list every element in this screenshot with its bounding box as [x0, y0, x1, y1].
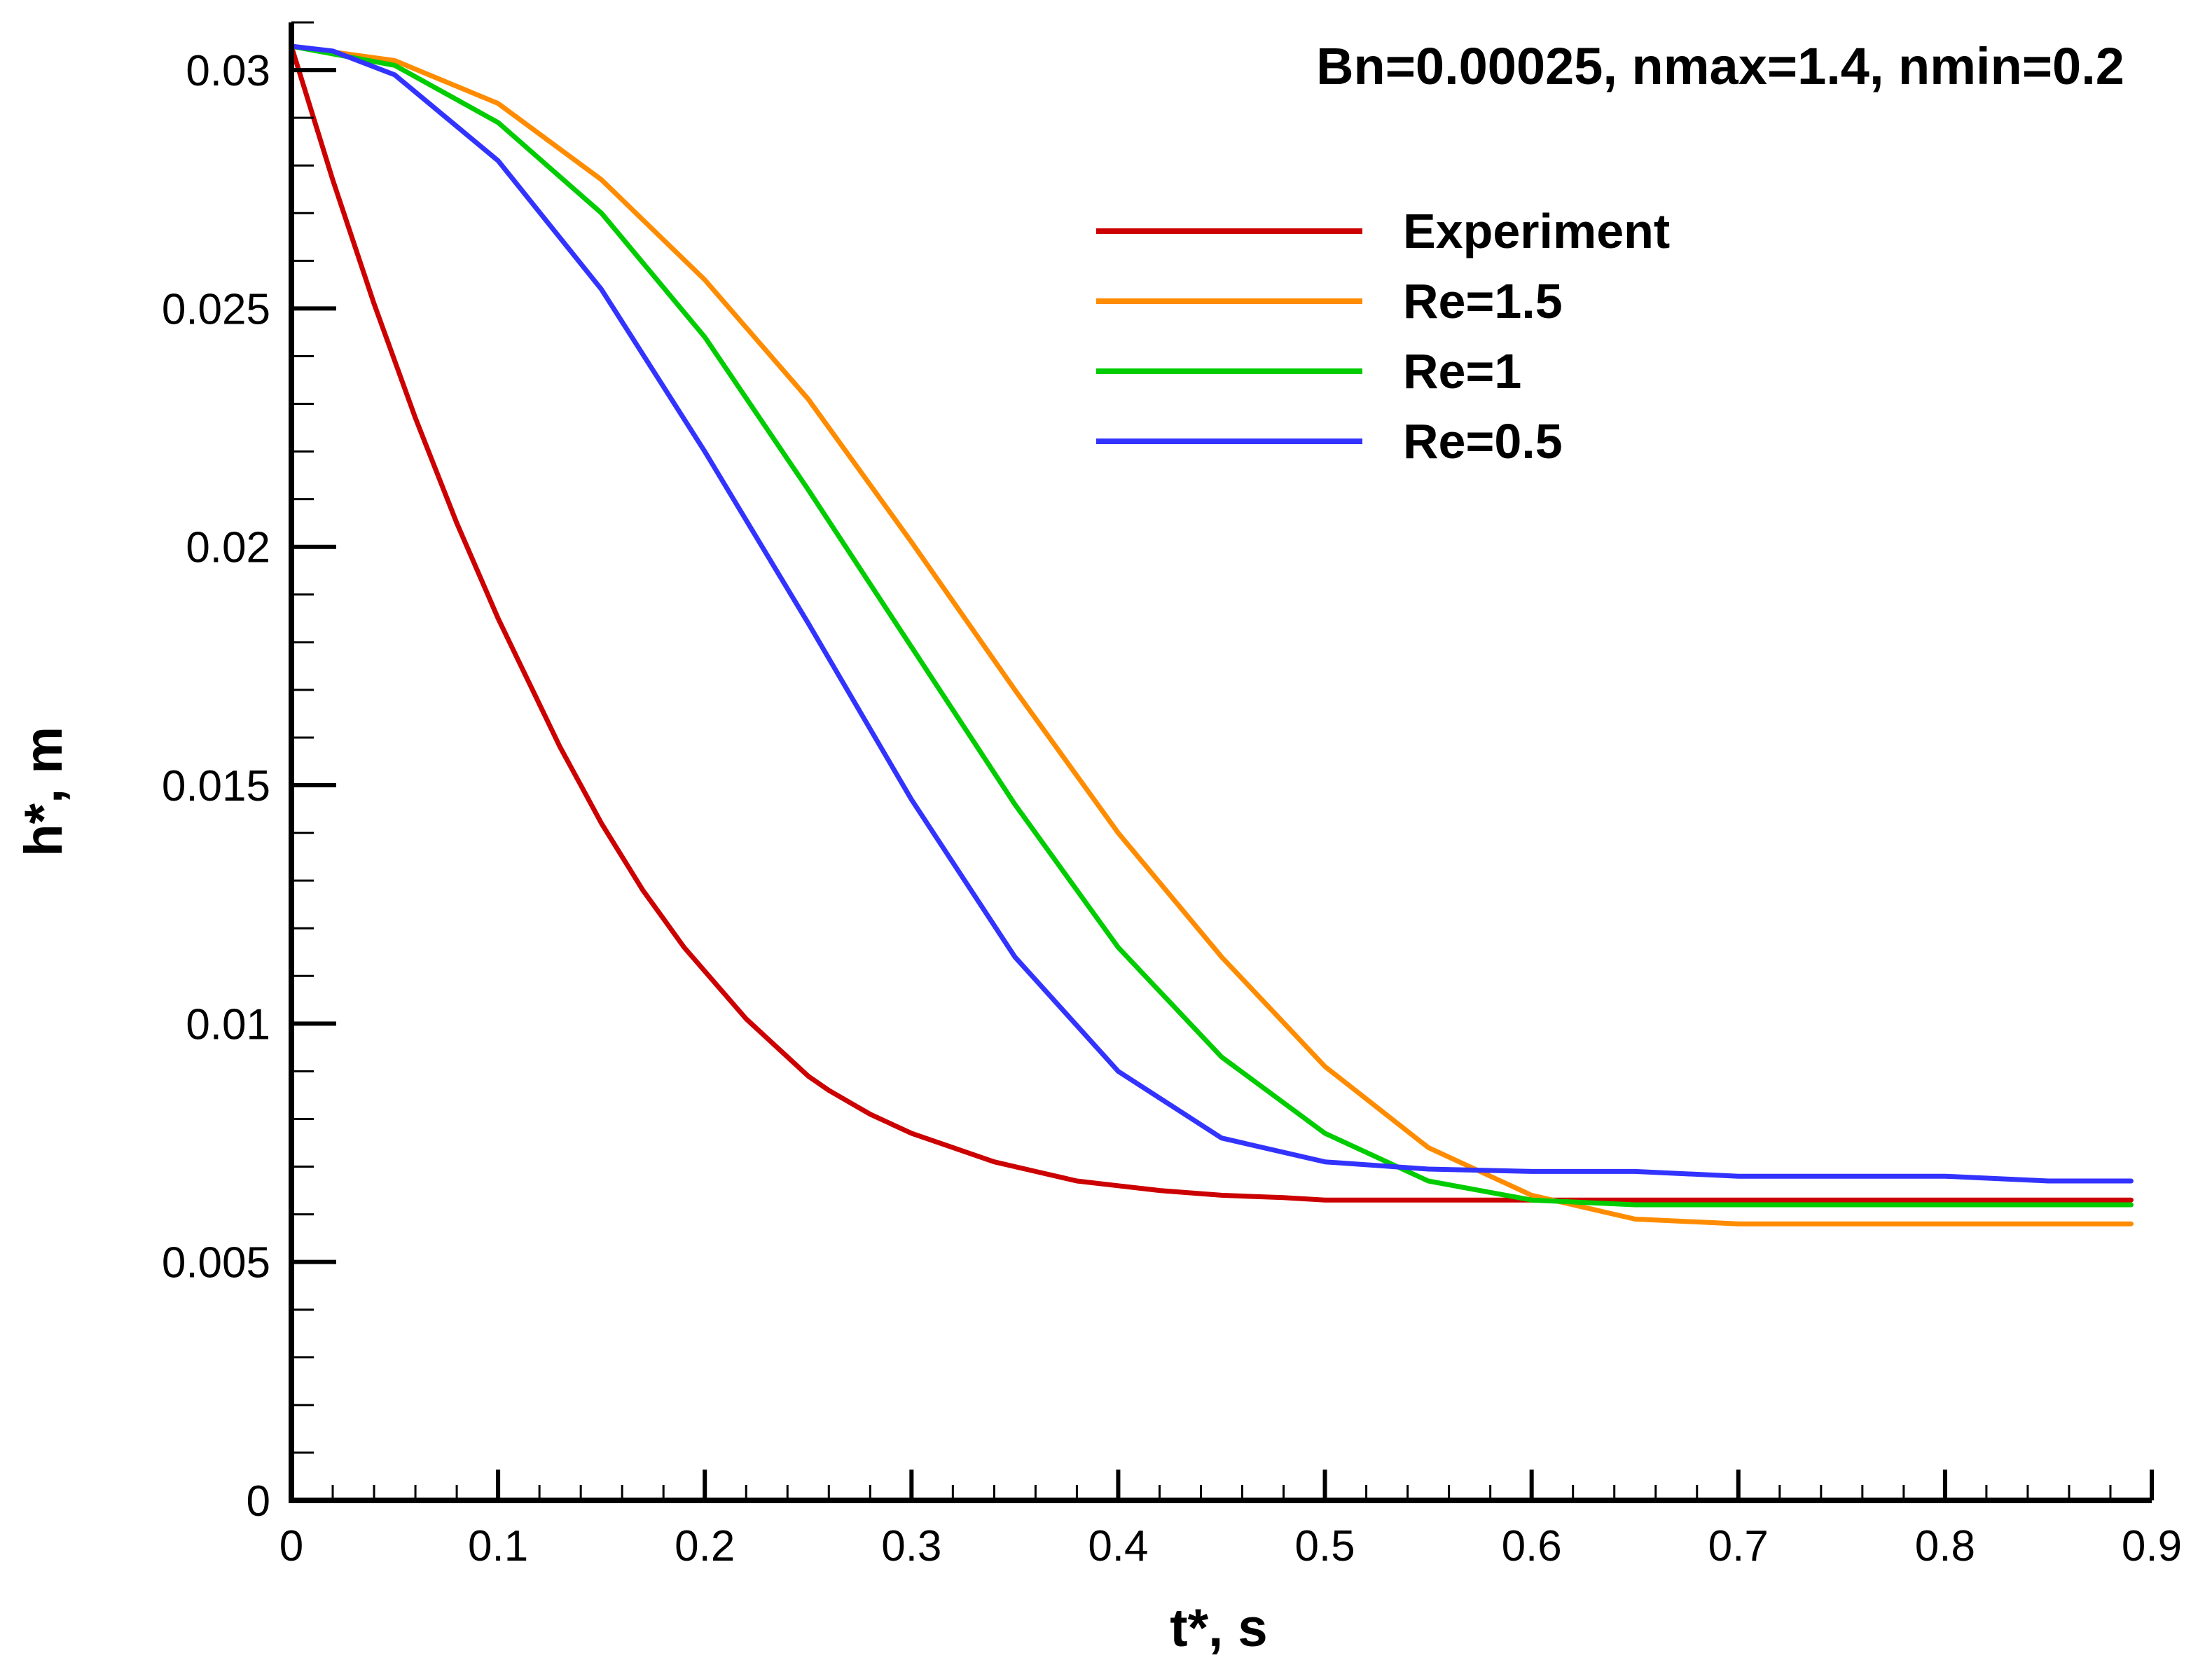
- x-tick-label: 0.8: [1915, 1522, 1975, 1570]
- chart-title: Bn=0.00025, nmax=1.4, nmin=0.2: [1316, 37, 2124, 95]
- legend-label: Re=1.5: [1403, 274, 1563, 329]
- x-tick-label: 0.7: [1708, 1522, 1769, 1570]
- series-layer: [289, 43, 2134, 1227]
- x-tick-label: 0.4: [1088, 1522, 1148, 1570]
- axes-layer: [289, 22, 2152, 1503]
- x-tick-label: 0.2: [675, 1522, 735, 1570]
- series-line-re-0-5: [289, 43, 2134, 1184]
- x-tick-label: 0.3: [881, 1522, 941, 1570]
- series-line-experiment: [289, 43, 2134, 1203]
- ticks-layer: 0 0.1 0.2 0.3 0.4 0.5 0.6 0.7 0.8 0.9 0 0.005 0.01 0.…: [162, 21, 2182, 1570]
- y-tick-label: 0.025: [162, 285, 270, 333]
- x-tick-label: 0.5: [1294, 1522, 1355, 1570]
- x-tick-label: 0.1: [468, 1522, 528, 1570]
- series-line-re-1: [289, 43, 2134, 1208]
- legend-label: Re=0.5: [1403, 414, 1563, 469]
- y-tick-label: 0.015: [162, 762, 270, 810]
- y-tick-label: 0.01: [186, 1000, 270, 1049]
- series-line-re-1-5: [289, 43, 2134, 1227]
- x-tick-label: 0.9: [2122, 1522, 2182, 1570]
- legend-label: Experiment: [1403, 204, 1670, 258]
- y-tick-label: 0.005: [162, 1239, 270, 1287]
- x-axis-title: t*, s: [1170, 1598, 1267, 1658]
- x-tick-label: 0: [279, 1522, 303, 1570]
- x-tick-label: 0.6: [1502, 1522, 1562, 1570]
- legend-label: Re=1: [1403, 344, 1521, 399]
- y-tick-label: 0.02: [186, 524, 270, 572]
- y-tick-label: 0: [247, 1477, 270, 1526]
- y-axis-title: h*, m: [14, 726, 74, 857]
- y-tick-label: 0.03: [186, 47, 270, 95]
- legend: Experiment Re=1.5 Re=1 Re=0.5: [1096, 204, 1670, 469]
